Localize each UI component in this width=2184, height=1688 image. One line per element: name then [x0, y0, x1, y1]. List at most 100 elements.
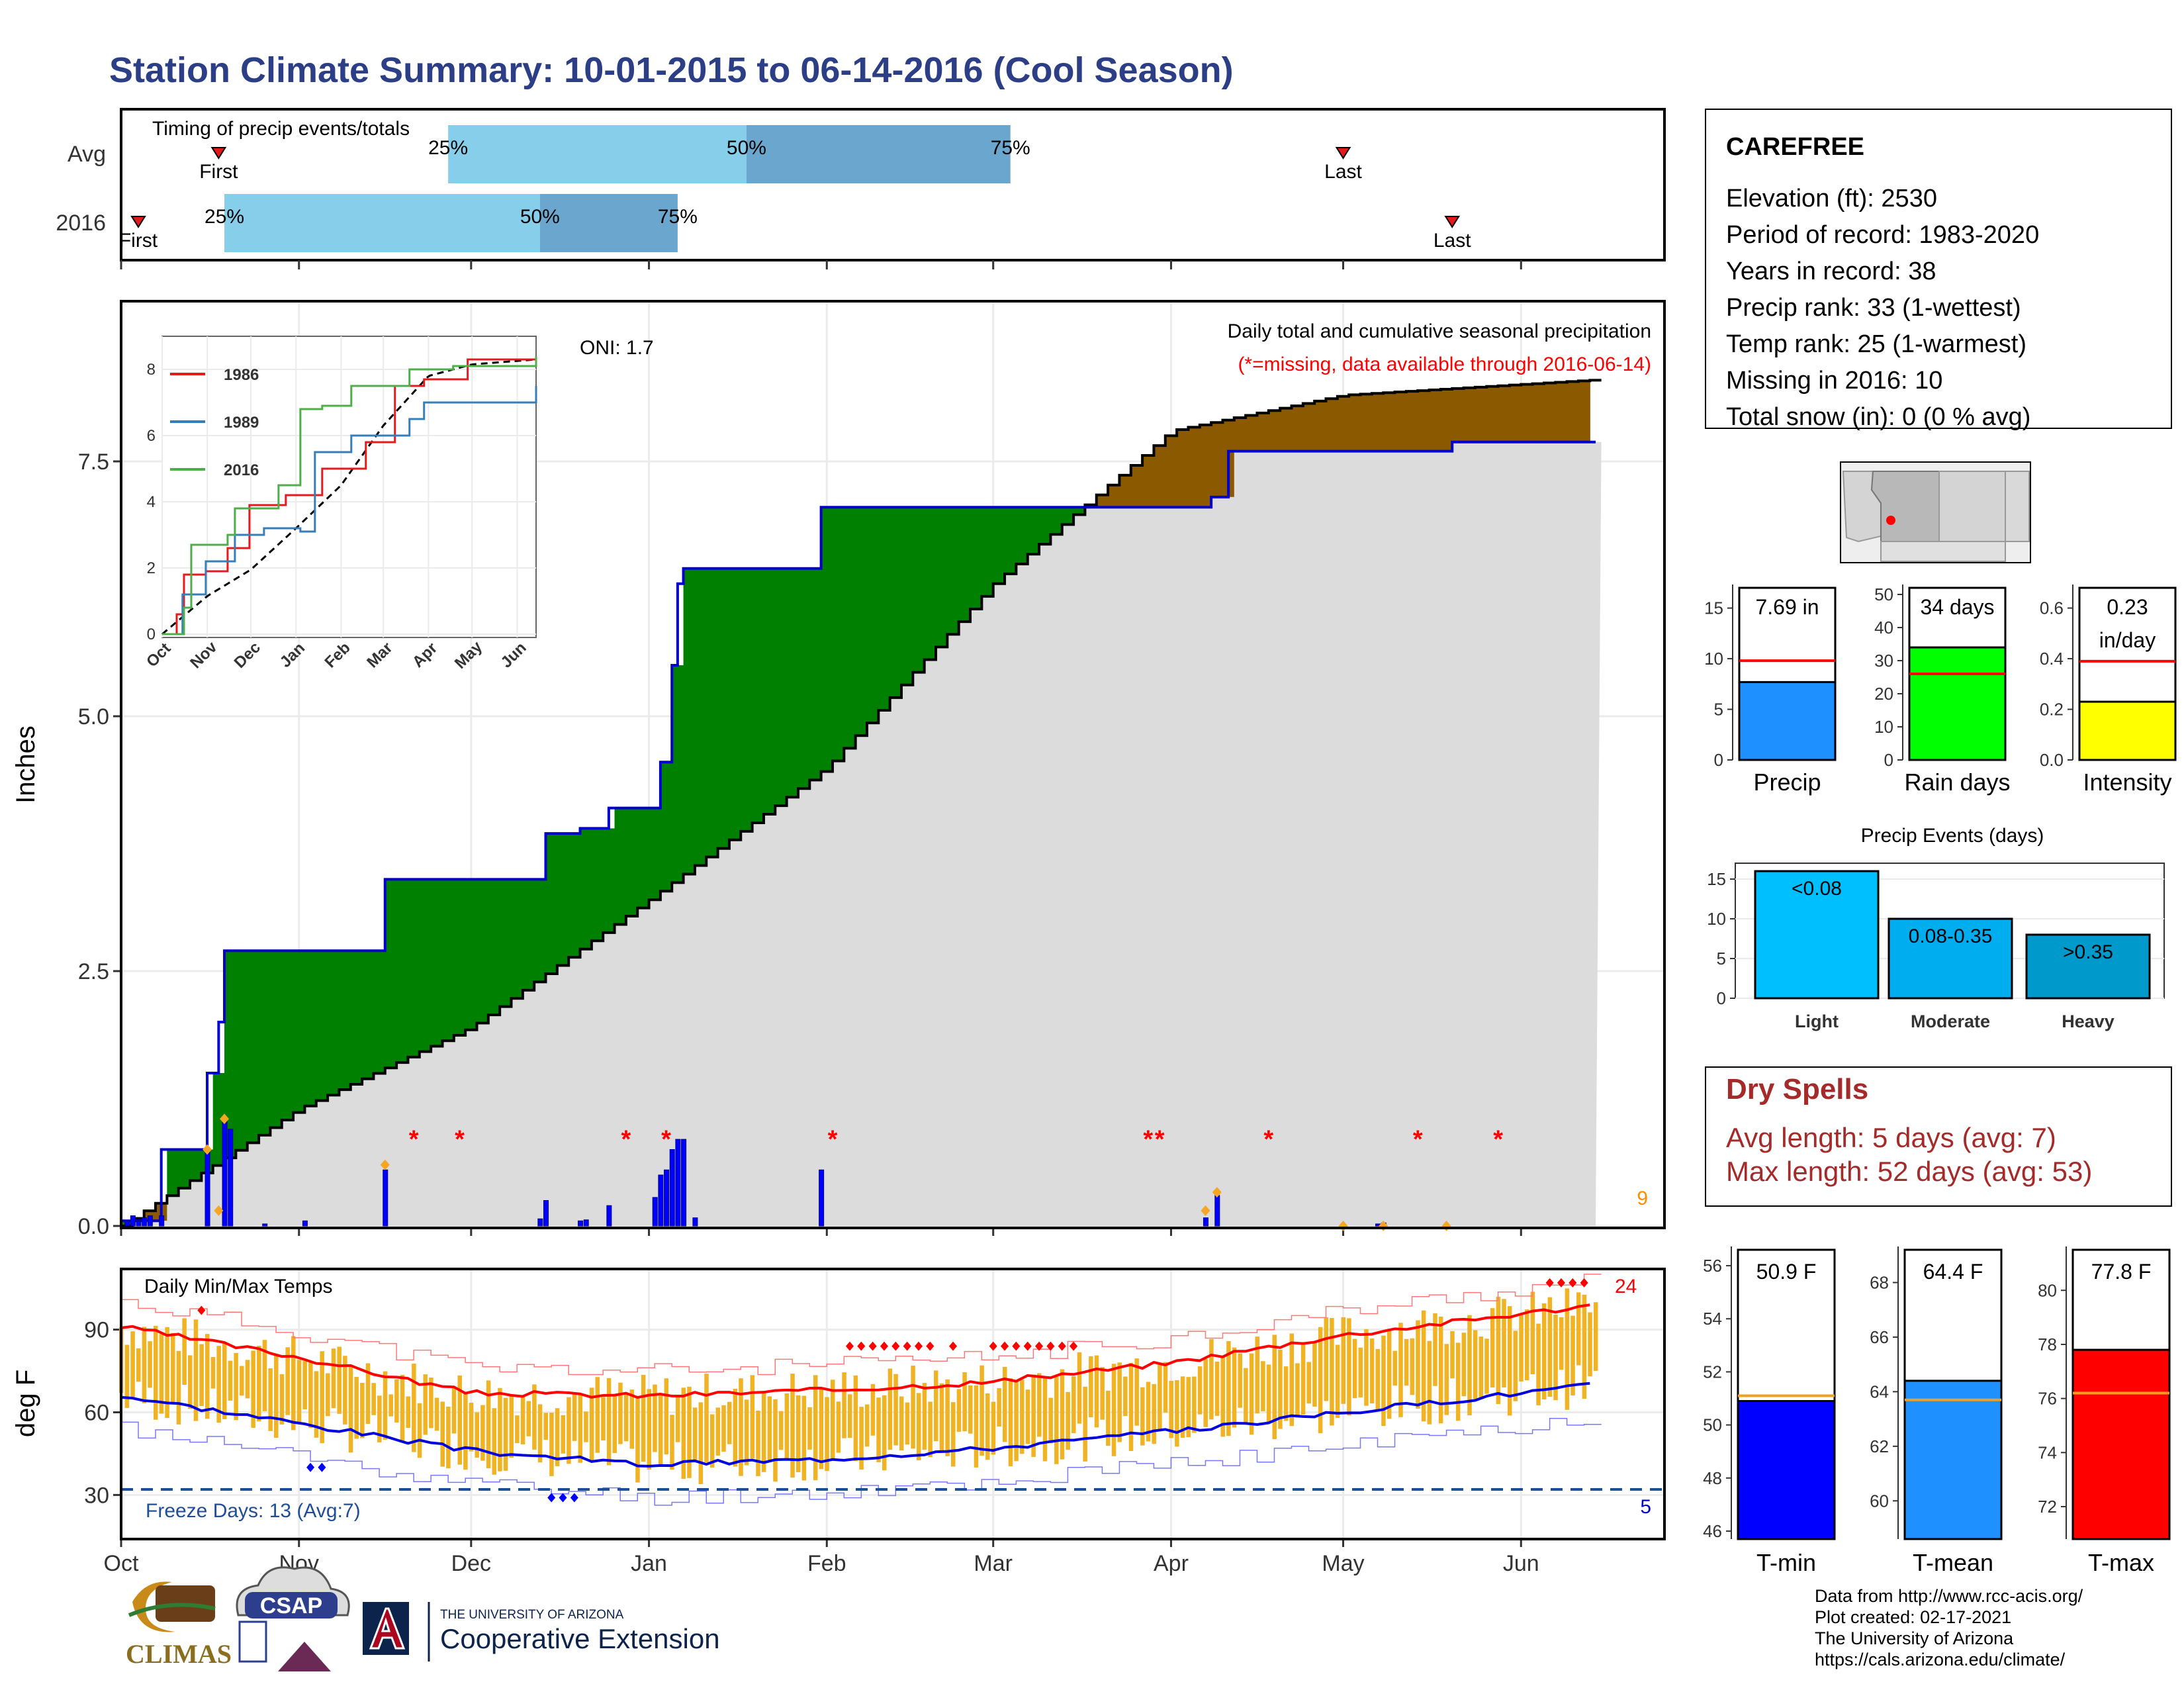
daily-temp-bar: [1381, 1335, 1386, 1427]
daily-temp-bar: [383, 1371, 388, 1440]
daily-temp-bar: [934, 1370, 938, 1442]
above-normal-area: [453, 879, 466, 1036]
daily-temp-bar: [887, 1368, 893, 1450]
above-normal-area: [545, 833, 558, 974]
above-normal-area: [683, 568, 696, 874]
above-normal-area: [878, 507, 891, 710]
mini-bar-y-tick-label: 10: [1874, 717, 1893, 737]
below-normal-area: [1440, 389, 1453, 451]
daily-temp-bar: [446, 1406, 451, 1469]
daily-temp-bar: [1031, 1374, 1036, 1457]
above-normal-area: [522, 879, 535, 990]
temp-y-tick-label: 60: [84, 1400, 109, 1425]
daily-temp-bar: [807, 1407, 812, 1450]
precip-caption: Daily total and cumulative seasonal prec…: [1228, 320, 1651, 342]
daily-temp-bar: [623, 1393, 629, 1442]
precip-events-bar-label: <0.08: [1792, 878, 1842, 900]
timing-last-marker: [1335, 147, 1351, 160]
below-normal-area: [1211, 422, 1224, 497]
daily-temp-bar: [314, 1371, 319, 1438]
daily-temp-bar: [1060, 1369, 1065, 1460]
above-normal-area: [1073, 507, 1086, 515]
temp-bar-category-label: T-min: [1756, 1549, 1816, 1576]
mini-bar-y-tick-label: 0: [1884, 750, 1893, 770]
daily-temp-bar: [343, 1356, 347, 1425]
daily-temp-bar: [1278, 1350, 1283, 1429]
daily-precip-bar: [681, 1139, 687, 1227]
missing-marker: *: [1263, 1125, 1273, 1153]
temp-bar-y-tick-label: 46: [1703, 1521, 1722, 1541]
daily-temp-bar: [584, 1411, 588, 1442]
precip-events-bar-label: >0.35: [2063, 941, 2113, 963]
mini-bar-y-tick-label: 40: [1874, 618, 1893, 637]
daily-temp-bar: [773, 1399, 778, 1482]
below-normal-area: [1108, 485, 1120, 508]
daily-precip-bar: [159, 1215, 165, 1227]
below-normal-area: [1130, 465, 1143, 508]
missing-count: 9: [1637, 1188, 1648, 1209]
mini-bar-value-bar: [2078, 700, 2177, 761]
above-normal-area: [649, 808, 661, 900]
daily-temp-bar: [1163, 1362, 1168, 1413]
above-normal-area: [947, 507, 960, 635]
station-precip-rank: Precip rank: 33 (1-wettest): [1726, 294, 2021, 322]
above-normal-area: [396, 879, 409, 1063]
daily-temp-bar: [1295, 1363, 1300, 1418]
timing-first-marker: [210, 147, 227, 160]
timing-row-avg-label: Avg: [68, 142, 106, 167]
below-normal-area: [1142, 455, 1155, 508]
record-high-marker: [1557, 1278, 1565, 1288]
daily-temp-bar: [555, 1408, 560, 1466]
above-normal-area: [224, 951, 236, 1158]
record-high-marker: [1023, 1341, 1032, 1351]
mini-bar-y-tick-label: 15: [1704, 598, 1723, 618]
daily-temp-bar: [951, 1402, 956, 1467]
below-normal-area: [1257, 412, 1269, 451]
temp-bar-y-tick-label: 62: [1870, 1436, 1889, 1456]
x-tick-label-jan: Jan: [631, 1551, 667, 1576]
temp-bar-value-label: 64.4 F: [1923, 1260, 1983, 1284]
above-normal-area: [1005, 507, 1017, 574]
mini-bar-y-tick-label: 0.2: [2040, 700, 2064, 720]
daily-temp-bar: [457, 1375, 462, 1465]
above-normal-area: [304, 951, 317, 1106]
daily-temp-bar: [979, 1365, 984, 1456]
mini-bar-y-tick-label: 0: [1714, 750, 1723, 770]
observed-cumulative-line: [121, 440, 1596, 1223]
daily-temp-bar: [1146, 1382, 1151, 1442]
above-normal-area: [913, 507, 925, 673]
above-normal-area: [580, 828, 592, 949]
daily-temp-bar: [291, 1336, 296, 1430]
temp-bar-value-bar: [1737, 1400, 1836, 1540]
below-normal-area: [1177, 430, 1189, 508]
daily-precip-bar: [205, 1149, 210, 1227]
daily-temp-bar: [515, 1415, 520, 1444]
daily-temp-bar: [1169, 1380, 1173, 1438]
daily-temp-bar: [1565, 1288, 1570, 1410]
daily-temp-bar: [1473, 1330, 1478, 1399]
daily-temp-bar: [1507, 1306, 1512, 1416]
daily-temp-bar: [709, 1414, 715, 1468]
above-normal-area: [717, 568, 730, 849]
daily-temp-bar: [274, 1355, 279, 1438]
above-normal-area: [889, 507, 902, 698]
daily-temp-bar: [371, 1383, 376, 1415]
record-tmax-line: [121, 1274, 1602, 1376]
above-normal-area: [385, 879, 397, 1068]
daily-temp-bar: [537, 1404, 543, 1463]
daily-temp-bar: [1530, 1291, 1535, 1375]
mini-bar-value-bar: [1908, 646, 2007, 761]
below-normal-area: [1555, 382, 1568, 442]
daily-temp-bar: [188, 1355, 193, 1409]
daily-temp-bar: [1261, 1361, 1265, 1411]
daily-temp-bar: [733, 1388, 738, 1467]
daily-temp-bar: [727, 1401, 732, 1444]
timing-row-2016-label: 2016: [56, 211, 106, 236]
mini-bar-precip: 0 5 10 15 7.69 in Precip: [1704, 585, 1837, 796]
daily-temp-bar: [377, 1395, 382, 1442]
daily-temp-bar: [1502, 1299, 1506, 1387]
daily-temp-bar: [1003, 1366, 1007, 1442]
below-normal-area: [1509, 385, 1522, 442]
precip-events-category-label: Light: [1795, 1011, 1839, 1031]
station-snow: Total snow (in): 0 (0 % avg): [1726, 403, 2030, 431]
